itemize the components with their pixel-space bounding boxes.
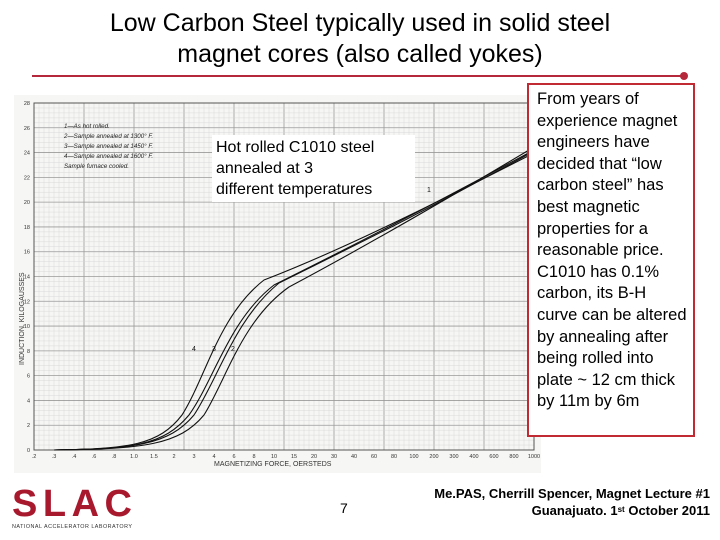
logo-wordmark: SLAC (12, 483, 132, 525)
slide-title: Low Carbon Steel typically used in solid… (0, 8, 720, 70)
footer-line-1: Me.PAS, Cherrill Spencer, Magnet Lecture… (434, 486, 710, 501)
x-axis-label: MAGNETIZING FORCE, OERSTEDS (214, 461, 332, 468)
y-tick-label: 16 (24, 250, 30, 256)
curve-label: 3 (212, 346, 216, 353)
y-tick-label: 18 (24, 225, 30, 231)
legend-entry: 4—Sample annealed at 1600° F. (64, 153, 153, 160)
footer-line-2-suffix: October 2011 (624, 503, 710, 518)
y-tick-label: 6 (27, 374, 30, 380)
legend-entry: 2—Sample annealed at 1300° F. (63, 133, 153, 140)
x-tick-labels: .2 .3 .4 .6 .8 1.0 1.5 2 3 4 6 8 10 15 20 30 40 60 80 100 20… (32, 454, 540, 460)
bh-curve (53, 150, 535, 451)
y-axis-label: INDUCTION, KILOGAUSSES (19, 272, 26, 365)
callout-line-1: Hot rolled C1010 steel (216, 139, 375, 156)
y-tick-label: 20 (24, 200, 30, 206)
x-tick-label: 80 (391, 454, 397, 460)
x-tick-label: 400 (469, 454, 478, 460)
curve-label: 4 (192, 346, 196, 353)
title-underline (32, 75, 684, 77)
x-tick-label: 6 (232, 454, 235, 460)
y-tick-label: 2 (27, 423, 30, 429)
legend-entry: 3—Sample annealed at 1450° F. (64, 143, 153, 150)
bh-curve (53, 152, 535, 451)
x-tick-label: 1.5 (150, 454, 158, 460)
x-tick-label: 15 (291, 454, 297, 460)
y-tick-label: 28 (24, 101, 30, 107)
footer-line-2: Guanajuato. 1st October 2011 (390, 502, 710, 519)
x-tick-label: 2 (172, 454, 175, 460)
y-tick-label: 14 (24, 275, 30, 281)
slac-logo: SLAC NATIONAL ACCELERATOR LABORATORY (12, 483, 132, 530)
x-tick-label: 200 (429, 454, 438, 460)
x-tick-label: .6 (92, 454, 97, 460)
x-tick-label: 300 (449, 454, 458, 460)
y-tick-label: 4 (27, 398, 30, 404)
x-tick-label: 3 (192, 454, 195, 460)
explanation-text: From years of experience magnet engineer… (537, 90, 687, 411)
curve-label: 1 (427, 187, 431, 194)
bh-curve (53, 149, 535, 451)
title-line-2: magnet cores (also called yokes) (177, 40, 543, 68)
y-tick-label: 26 (24, 126, 30, 132)
footer-line-2-sup: st (617, 505, 625, 514)
footer-credit: Me.PAS, Cherrill Spencer, Magnet Lecture… (390, 485, 710, 519)
callout-line-2: annealed at 3 (216, 160, 313, 177)
footer-line-2-prefix: Guanajuato. 1 (531, 503, 618, 518)
page-number: 7 (340, 500, 348, 516)
x-tick-label: 60 (371, 454, 377, 460)
x-tick-label: .4 (72, 454, 77, 460)
x-tick-label: 30 (331, 454, 337, 460)
y-tick-label: 8 (27, 349, 30, 355)
callout-line-3: different temperatures (216, 181, 373, 198)
y-tick-label: 22 (24, 175, 30, 181)
x-tick-label: .3 (52, 454, 57, 460)
bh-curves (53, 146, 535, 451)
explanation-box: From years of experience magnet engineer… (527, 83, 695, 437)
x-tick-label: 1000 (528, 454, 540, 460)
x-tick-label: 100 (409, 454, 418, 460)
chart-legend: 1—As hot rolled. 2—Sample annealed at 130… (63, 123, 153, 170)
logo-subtext: NATIONAL ACCELERATOR LABORATORY (12, 524, 132, 530)
x-tick-label: 800 (509, 454, 518, 460)
x-tick-label: 20 (311, 454, 317, 460)
title-line-1: Low Carbon Steel typically used in solid… (109, 9, 611, 37)
y-tick-label: 12 (24, 299, 30, 305)
x-tick-label: 600 (489, 454, 498, 460)
x-tick-label: 8 (252, 454, 255, 460)
legend-entry: Sample furnace cooled. (64, 163, 129, 170)
bh-curve (53, 146, 535, 451)
y-tick-label: 24 (24, 151, 30, 157)
chart-callout: Hot rolled C1010 steel annealed at 3 dif… (212, 135, 415, 202)
legend-entry: 1—As hot rolled. (64, 123, 110, 130)
curve-label: 2 (231, 346, 235, 353)
y-tick-label: 10 (24, 324, 30, 330)
x-tick-label: 10 (271, 454, 277, 460)
y-tick-label: 0 (27, 448, 30, 454)
title-underline-dot (680, 72, 688, 80)
curve-labels: 1 2 3 4 (192, 187, 431, 353)
x-tick-label: .8 (112, 454, 117, 460)
x-tick-label: 40 (351, 454, 357, 460)
x-tick-label: .2 (32, 454, 37, 460)
x-tick-label: 1.0 (130, 454, 138, 460)
x-tick-label: 4 (212, 454, 215, 460)
